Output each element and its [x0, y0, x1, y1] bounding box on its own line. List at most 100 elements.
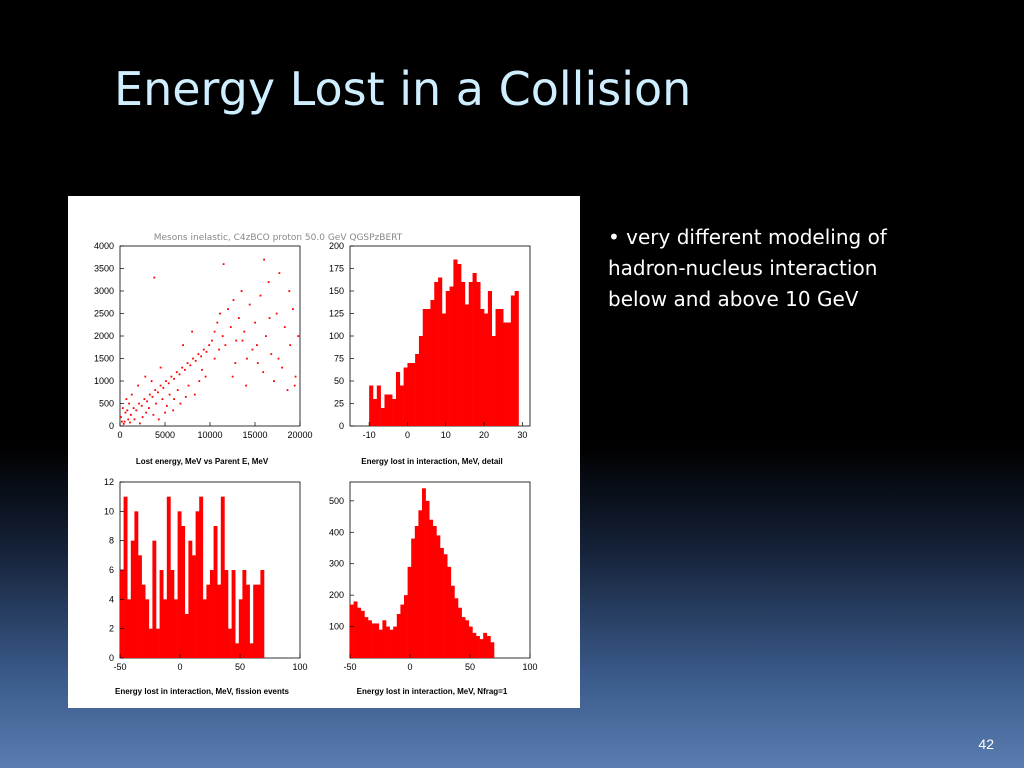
histogram-bar [476, 282, 481, 426]
scatter-point [157, 418, 160, 421]
scatter-point [151, 395, 154, 398]
histogram-bar [256, 584, 261, 658]
histogram-bar [350, 604, 354, 658]
y-tick-label: 500 [329, 496, 344, 506]
scatter-point [192, 357, 194, 360]
scatter-point [286, 389, 289, 391]
x-tick-label: 5000 [155, 430, 175, 440]
y-tick-label: 75 [334, 354, 344, 364]
y-tick-label: 12 [104, 477, 114, 487]
y-tick-label: 50 [334, 376, 344, 386]
scatter-point [181, 366, 184, 369]
histogram-bar [457, 264, 462, 426]
histogram-bar [253, 584, 258, 658]
x-tick-label: 10000 [197, 430, 222, 440]
histogram-bar [454, 598, 459, 658]
histogram-bar [134, 511, 139, 658]
x-tick-label: 20000 [287, 430, 312, 440]
y-tick-label: 200 [329, 590, 344, 600]
histogram-bar [443, 554, 448, 658]
histogram-bar [453, 259, 458, 426]
histogram-bar [353, 601, 358, 658]
histogram-bar [378, 629, 383, 658]
x-tick-label: 10 [441, 430, 451, 440]
scatter-point [243, 330, 246, 333]
scatter-point [187, 384, 190, 387]
scatter-point [129, 421, 131, 424]
histogram-bar [479, 639, 484, 658]
scatter-point [123, 420, 126, 423]
y-tick-label: 500 [99, 399, 114, 409]
scatter-point [221, 335, 224, 337]
scatter-point [132, 407, 135, 409]
scatter-point [178, 373, 181, 376]
histogram-bar [170, 570, 175, 658]
x-tick-label: 20 [479, 430, 489, 440]
scatter-point [224, 344, 227, 346]
scatter-point [120, 416, 122, 418]
scatter-point [202, 348, 205, 351]
y-tick-label: 300 [329, 559, 344, 569]
scatter-point [135, 409, 138, 412]
scatter-point [297, 335, 300, 337]
scatter-point [229, 326, 232, 328]
scatter-point [184, 368, 186, 371]
y-tick-label: 4 [109, 594, 114, 604]
scatter-point [153, 276, 156, 279]
x-axis-label: Lost energy, MeV vs Parent E, MeV [136, 457, 269, 466]
scatter-point [245, 384, 247, 387]
histogram-bar [371, 623, 376, 658]
scatter-point [175, 371, 178, 373]
scatter-point [234, 362, 237, 364]
histogram-bar [392, 399, 397, 426]
histogram-bar [166, 496, 171, 658]
scatter-point [219, 312, 221, 315]
histogram-bar [429, 519, 434, 658]
histogram-bar [464, 304, 470, 426]
y-tick-label: 3000 [94, 286, 114, 296]
scatter-point [182, 344, 184, 346]
histogram-bar [458, 607, 462, 658]
scatter-point [179, 402, 182, 405]
scatter-point [200, 355, 202, 358]
slide-title: Energy Lost in a Collision [114, 62, 692, 116]
histogram-bar [376, 385, 381, 426]
histogram-bar [472, 273, 477, 426]
scatter-point [213, 357, 216, 360]
histogram-bar [206, 584, 211, 658]
y-tick-label: 0 [109, 421, 114, 431]
scatter-point [211, 339, 213, 342]
histogram-bar [217, 584, 222, 658]
scatter-point [208, 344, 211, 346]
histogram-bar [224, 570, 229, 658]
histogram-bar [465, 620, 470, 658]
scatter-point [235, 339, 238, 342]
scatter-point [145, 411, 148, 414]
histogram-bar [418, 336, 424, 426]
scatter-point [121, 420, 123, 423]
x-tick-label: 100 [292, 662, 307, 672]
scatter-point [154, 389, 157, 391]
x-tick-label: 100 [522, 662, 537, 672]
scatter-point [267, 281, 270, 283]
y-tick-label: 0 [109, 653, 114, 663]
scatter-point [197, 353, 200, 355]
scatter-point [159, 384, 162, 387]
scatter-point [293, 384, 296, 387]
scatter-point [127, 418, 130, 421]
histogram-bar [389, 629, 394, 658]
scatter-point [168, 393, 171, 396]
scatter-point [259, 294, 262, 297]
scatter-point [248, 303, 251, 306]
histogram-bar [411, 538, 416, 658]
histogram-bar [210, 570, 214, 658]
histogram-bar [483, 632, 488, 658]
histogram-bar [372, 399, 378, 426]
histogram-bar [418, 510, 423, 658]
histogram-bar [231, 570, 236, 658]
histogram-bar [130, 540, 135, 658]
histogram-bar [403, 367, 408, 426]
histogram-bar [141, 584, 146, 658]
scatter-point [173, 398, 175, 400]
scatter-point [218, 348, 220, 351]
